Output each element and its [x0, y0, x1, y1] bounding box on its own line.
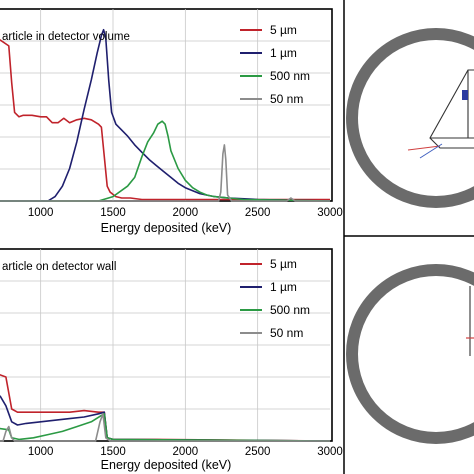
legend-label: 5 µm — [270, 23, 297, 37]
x-tick-labels-1: 50010001500200025003000 — [28, 207, 343, 219]
x-axis-title-2: Energy deposited (keV) — [101, 458, 232, 472]
detector-volume-illustration — [346, 28, 474, 208]
x-tick-label: 2500 — [245, 207, 271, 219]
x-tick-label: 2000 — [173, 207, 199, 219]
legend-2: 5 µm 1 µm 500 nm 50 nm — [240, 257, 310, 340]
x-tick-labels-2: 50010001500200025003000 — [28, 446, 343, 458]
chart-panel-2: 50010001500200025003000 Energy deposited… — [0, 248, 343, 472]
series-lines-1 — [0, 28, 331, 202]
x-tick-label: 1500 — [100, 446, 126, 458]
particle-track-1b — [419, 143, 443, 159]
legend-1: 5 µm 1 µm 500 nm 50 nm — [240, 23, 310, 106]
series-line-1-µm — [0, 28, 331, 202]
detector-wall-illustration — [346, 264, 474, 444]
chart-title-2: article on detector wall — [2, 261, 116, 273]
x-tick-label: 2500 — [245, 446, 271, 458]
x-tick-label: 2000 — [173, 446, 199, 458]
legend-label: 500 nm — [270, 69, 310, 83]
series-line-50-nm — [0, 144, 330, 202]
x-tick-label: 3000 — [317, 446, 343, 458]
legend-label: 1 µm — [270, 46, 297, 60]
particle-track-1 — [407, 145, 441, 151]
legend-label: 500 nm — [270, 303, 310, 317]
x-tick-label: 1000 — [28, 207, 54, 219]
legend-label: 50 nm — [270, 326, 303, 340]
chart-title-1: article in detector volume — [2, 31, 130, 43]
gridlines-1 — [0, 9, 330, 201]
legend-label: 1 µm — [270, 280, 297, 294]
legend-label: 5 µm — [270, 257, 297, 271]
series-line-5-µm — [0, 39, 330, 201]
detector-cell-1 — [429, 69, 474, 149]
x-axis-title-1: Energy deposited (keV) — [101, 221, 232, 235]
x-tick-label: 3000 — [317, 207, 343, 219]
x-tick-label: 1500 — [100, 207, 126, 219]
x-tick-label: 1000 — [28, 446, 54, 458]
detector-ring-2 — [346, 264, 474, 444]
particle-marker-1 — [462, 90, 468, 100]
chart-panel-1: 50010001500200025003000 Energy deposited… — [0, 8, 343, 235]
series-line-50-nm — [0, 413, 330, 442]
detector-ring-1 — [346, 28, 474, 208]
series-line-1-µm — [0, 395, 331, 442]
legend-label: 50 nm — [270, 92, 303, 106]
gridlines-2 — [0, 249, 330, 441]
series-line-500-nm — [0, 120, 331, 202]
series-lines-2 — [0, 373, 331, 442]
